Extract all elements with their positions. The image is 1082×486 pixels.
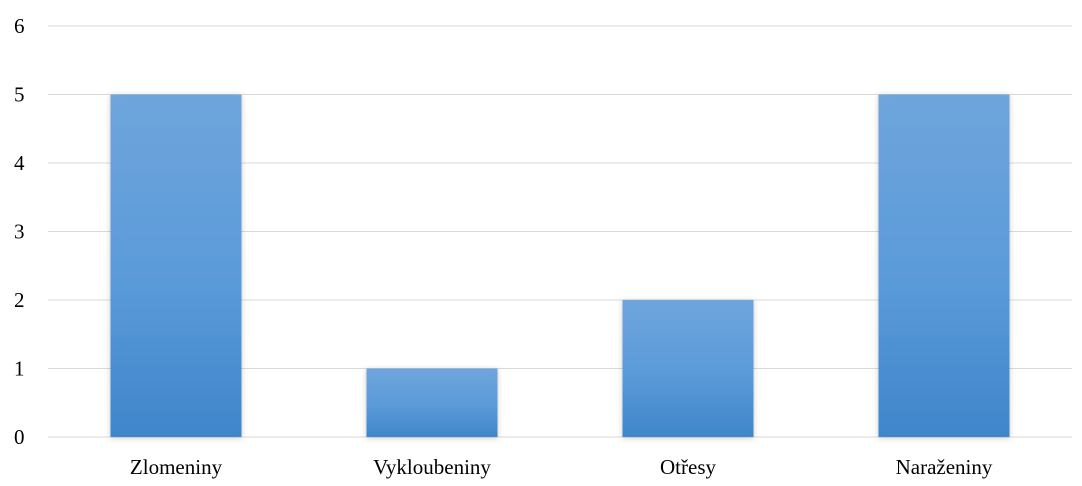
bar-otřesy <box>622 300 754 437</box>
x-tick-label: Zlomeniny <box>130 455 223 479</box>
y-tick-label: 0 <box>14 425 25 449</box>
x-tick-label: Vykloubeniny <box>373 455 491 479</box>
y-tick-label: 5 <box>14 83 25 107</box>
y-tick-label: 3 <box>14 220 25 244</box>
y-axis-ticks: 0 1 2 3 4 5 6 <box>14 14 25 449</box>
y-tick-label: 2 <box>14 288 25 312</box>
y-tick-label: 1 <box>14 357 25 381</box>
bars <box>110 94 1010 437</box>
bar-vykloubeniny <box>366 368 498 437</box>
x-tick-label: Otřesy <box>660 455 716 479</box>
y-tick-label: 6 <box>14 14 25 38</box>
bar-naraženiny <box>878 94 1010 437</box>
x-axis-ticks: Zlomeniny Vykloubeniny Otřesy Naraženiny <box>130 455 993 479</box>
bar-zlomeniny <box>110 94 242 437</box>
y-tick-label: 4 <box>14 151 25 175</box>
x-tick-label: Naraženiny <box>896 455 993 479</box>
